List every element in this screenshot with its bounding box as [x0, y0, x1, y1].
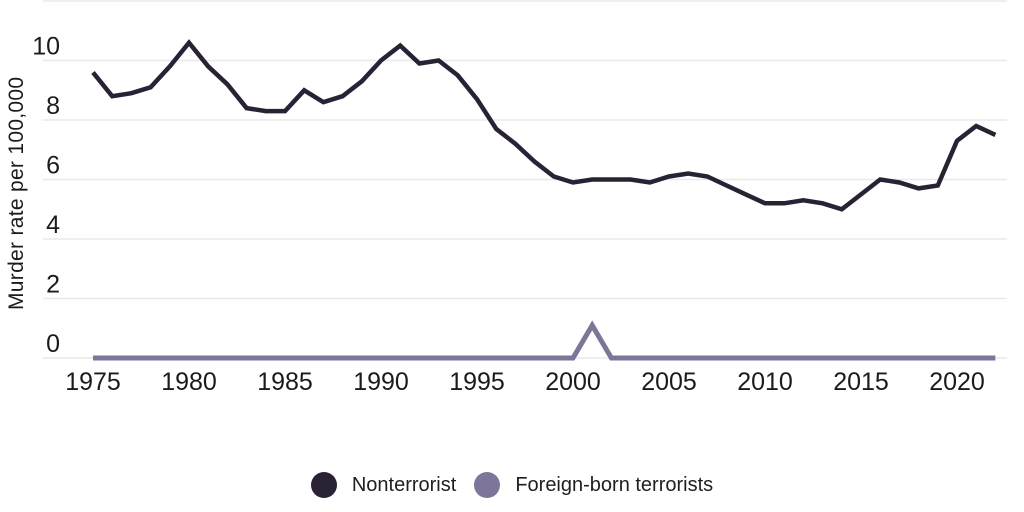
legend-swatch-foreign-born-terrorists-icon — [474, 472, 501, 498]
legend-swatch-nonterrorist-icon — [310, 472, 337, 498]
y-tick-label-4: 4 — [46, 211, 60, 239]
legend-label-foreign-born-terrorists: Foreign-born terrorists — [515, 473, 714, 496]
y-tick-label-10: 10 — [32, 33, 60, 61]
x-tick-label-2005: 2005 — [641, 368, 697, 396]
x-tick-label-1980: 1980 — [161, 368, 217, 396]
y-tick-label-2: 2 — [46, 271, 60, 299]
x-tick-label-2020: 2020 — [929, 368, 985, 396]
x-tick-label-1990: 1990 — [353, 368, 409, 396]
legend-item-nonterrorist: Nonterrorist — [310, 472, 457, 498]
y-tick-label-6: 6 — [46, 152, 60, 180]
x-tick-label-1985: 1985 — [257, 368, 313, 396]
y-tick-label-0: 0 — [46, 330, 60, 358]
legend-label-nonterrorist: Nonterrorist — [351, 473, 457, 496]
x-tick-label-1995: 1995 — [449, 368, 505, 396]
x-tick-label-2000: 2000 — [545, 368, 601, 396]
x-tick-label-1975: 1975 — [65, 368, 121, 396]
y-tick-label-8: 8 — [46, 92, 60, 120]
series-line-foreign-born-terrorists — [93, 320, 996, 361]
legend: Nonterrorist Foreign-born terrorists — [0, 470, 1024, 500]
x-tick-label-2015: 2015 — [833, 368, 889, 396]
legend-item-foreign-born-terrorists: Foreign-born terrorists — [474, 472, 713, 498]
x-tick-label-2010: 2010 — [737, 368, 793, 396]
murder-rate-line-chart: 0 2 4 6 8 10 1975 1980 1985 1990 1995 2000 2005 2010 2… — [32, 0, 1007, 396]
series-line-nonterrorist — [91, 39, 997, 212]
